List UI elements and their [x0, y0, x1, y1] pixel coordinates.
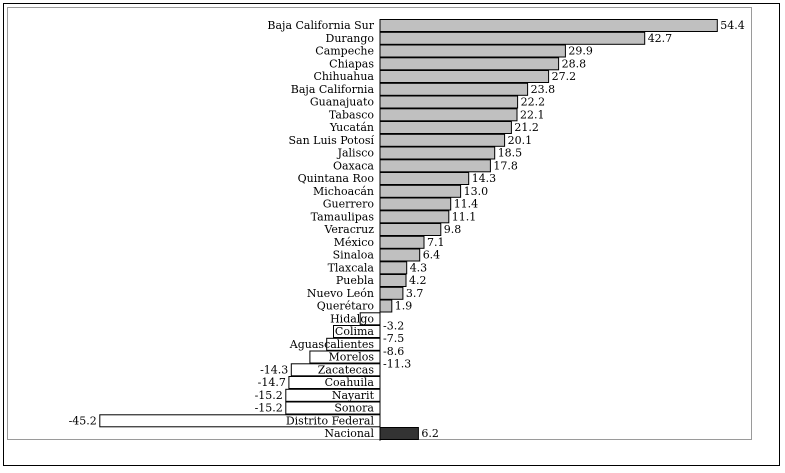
- category-label: Coahuila: [325, 376, 375, 389]
- bar: [379, 197, 452, 211]
- category-label: Nacional: [324, 427, 374, 440]
- value-label: 22.2: [521, 96, 546, 109]
- category-label: Distrito Federal: [286, 414, 375, 427]
- category-label: Michoacán: [313, 185, 374, 198]
- category-label: Nayarit: [332, 389, 375, 402]
- bar: [379, 172, 470, 185]
- category-label: San Luis Potosí: [288, 134, 374, 147]
- category-label: Quintana Roo: [298, 172, 375, 185]
- bar: [379, 82, 529, 96]
- category-label: Tamaulipas: [311, 210, 375, 223]
- category-label: Colima: [335, 325, 375, 338]
- bar: [379, 299, 393, 313]
- category-label: Baja California: [291, 83, 375, 96]
- value-label: 20.1: [508, 134, 532, 147]
- category-label: Sinaloa: [333, 249, 375, 262]
- category-label: Baja California Sur: [267, 19, 374, 32]
- bar: [379, 133, 506, 147]
- bar: [379, 95, 519, 109]
- value-label: 27.2: [552, 70, 577, 83]
- value-label: -7.5: [383, 332, 404, 345]
- bar: [379, 235, 425, 249]
- value-label: 29.9: [568, 45, 593, 58]
- bar: [379, 184, 462, 198]
- value-label: 4.3: [410, 261, 428, 274]
- value-label: 17.8: [493, 159, 518, 172]
- value-label: 13.0: [464, 185, 489, 198]
- bar: [379, 223, 442, 236]
- category-label: Morelos: [329, 351, 375, 364]
- category-label: Querétaro: [317, 300, 375, 313]
- category-labels-group: Baja California SurDurangoCampecheChiapa…: [267, 19, 374, 440]
- bar: [379, 248, 421, 262]
- value-label: -15.2: [255, 402, 283, 415]
- category-label: Aguascalientes: [289, 338, 375, 351]
- category-label: Chihuahua: [314, 70, 375, 83]
- value-label: -14.3: [260, 363, 288, 376]
- bar: [379, 19, 718, 32]
- value-label: 22.1: [520, 108, 545, 121]
- value-label: 3.7: [406, 287, 424, 300]
- value-label: 11.1: [452, 210, 477, 223]
- value-label: 42.7: [648, 32, 673, 45]
- value-label: 6.2: [421, 427, 439, 440]
- bars-group: [99, 19, 718, 441]
- bar: [379, 57, 560, 71]
- bar: [379, 261, 408, 275]
- value-label: -3.2: [383, 319, 404, 332]
- category-label: Durango: [326, 32, 375, 45]
- value-label: 6.4: [423, 249, 441, 262]
- value-label: -15.2: [255, 389, 283, 402]
- value-label: 1.9: [395, 300, 413, 313]
- value-label: 4.2: [409, 274, 427, 287]
- category-label: Hidalgo: [330, 312, 374, 325]
- value-label: 23.8: [531, 83, 556, 96]
- category-label: Campeche: [315, 45, 374, 58]
- value-labels-group: 54.4 42.7 29.928.827.223.822.222.121.220.1…: [69, 19, 745, 440]
- bar: [379, 44, 566, 58]
- category-label: Yucatán: [329, 121, 374, 134]
- value-label: 11.4: [454, 198, 479, 211]
- value-label: 7.1: [427, 236, 445, 249]
- category-label: Jalisco: [337, 147, 375, 160]
- category-label: Tlaxcala: [328, 261, 375, 274]
- bar: [379, 146, 496, 160]
- category-label: Nuevo León: [307, 287, 374, 300]
- category-label: México: [334, 236, 375, 249]
- category-label: Sonora: [334, 402, 374, 415]
- bar: [379, 274, 407, 287]
- value-label: 14.3: [472, 172, 497, 185]
- bar: [379, 159, 491, 173]
- bar: [379, 70, 550, 83]
- bar: [379, 121, 512, 134]
- category-label: Guerrero: [323, 198, 375, 211]
- bar: [379, 108, 518, 122]
- bar: [379, 286, 404, 300]
- bar: [379, 210, 450, 224]
- value-label: 9.8: [444, 223, 462, 236]
- bar: [379, 427, 419, 440]
- value-label: 18.5: [498, 147, 523, 160]
- category-label: Tabasco: [329, 108, 374, 121]
- category-label: Veracruz: [323, 223, 374, 236]
- value-label: -14.7: [258, 376, 286, 389]
- value-label: 54.4: [720, 19, 745, 32]
- value-label: -8.6: [383, 345, 404, 358]
- bar: [379, 31, 646, 45]
- value-label: -45.2: [69, 414, 97, 427]
- value-label: -11.3: [383, 358, 411, 371]
- category-label: Chiapas: [329, 57, 374, 70]
- category-label: Zacatecas: [318, 363, 375, 376]
- value-label: 28.8: [562, 57, 587, 70]
- category-label: Oaxaca: [333, 159, 374, 172]
- value-label: 21.2: [514, 121, 539, 134]
- category-label: Guanajuato: [310, 96, 375, 109]
- category-label: Puebla: [336, 274, 375, 287]
